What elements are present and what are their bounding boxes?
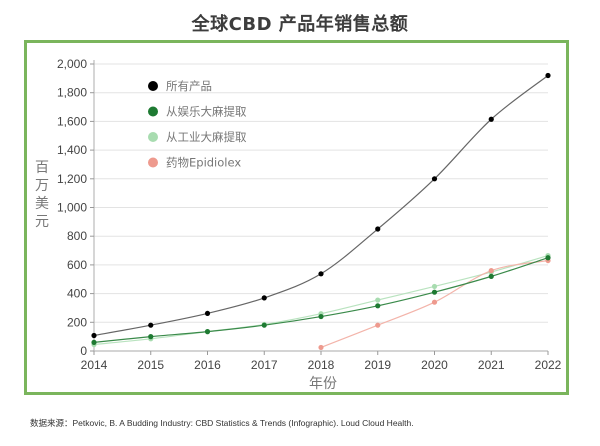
- x-tick-label: 2017: [251, 358, 278, 372]
- x-axis-title: 年份: [309, 376, 337, 392]
- legend-marker-2: [148, 132, 158, 142]
- data-point-series-0: [545, 72, 551, 79]
- data-point-series-0: [488, 116, 494, 122]
- legend-label-0: 所有产品: [166, 79, 212, 93]
- data-point-series-2: [375, 297, 381, 303]
- data-point-series-0: [318, 271, 324, 277]
- data-point-series-1: [488, 273, 494, 279]
- y-tick-label: 2,000: [57, 57, 87, 71]
- data-point-series-0: [204, 310, 211, 317]
- data-point-series-1: [204, 329, 211, 335]
- x-tick-label: 2019: [364, 358, 391, 372]
- data-point-series-1: [545, 255, 551, 261]
- y-axis-title-char: 美: [35, 196, 49, 212]
- x-axis-ticks: 2014 2015 2016 2017 2018 2019 2020 2021 2022: [81, 351, 562, 372]
- data-point-series-0: [91, 332, 97, 339]
- data-point-series-0: [431, 176, 438, 182]
- y-tick-label: 1,200: [57, 172, 87, 186]
- data-point-series-1: [91, 339, 97, 345]
- chart-frame: [24, 40, 569, 395]
- y-tick-label: 800: [67, 229, 87, 243]
- legend-label-2: 从工业大麻提取: [166, 130, 247, 144]
- data-point-series-3: [431, 299, 438, 305]
- series-lines: [93, 75, 549, 348]
- gridlines: [94, 63, 548, 323]
- series-line-2: [93, 254, 549, 346]
- data-point-series-1: [431, 289, 438, 295]
- legend-marker-1: [148, 106, 158, 117]
- data-point-series-3: [488, 268, 494, 274]
- series-line-1: [93, 257, 549, 343]
- data-point-series-3: [375, 322, 381, 328]
- x-tick-label: 2014: [81, 358, 108, 372]
- x-tick-label: 2018: [308, 358, 335, 372]
- y-axis-title-char: 百: [35, 160, 49, 176]
- x-tick-label: 2021: [478, 358, 505, 372]
- data-point-series-3: [318, 344, 324, 351]
- x-tick-label: 2020: [421, 358, 448, 372]
- y-tick-label: 600: [67, 258, 87, 272]
- y-axis-title-char: 元: [35, 214, 49, 230]
- legend-marker-3: [148, 157, 158, 168]
- x-tick-label: 2015: [137, 358, 164, 372]
- axes: [93, 60, 548, 352]
- y-tick-label: 1,400: [57, 143, 87, 157]
- y-tick-label: 1,000: [57, 201, 87, 215]
- series-line-0: [93, 75, 549, 337]
- legend-marker-0: [148, 81, 158, 91]
- data-point-series-2: [431, 283, 438, 290]
- source-note: 数据来源：Petkovic, B. A Budding Industry: CB…: [30, 418, 414, 428]
- legend-label-3: 药物Epidiolex: [166, 156, 241, 170]
- y-tick-label: 1,600: [57, 114, 87, 128]
- data-point-series-0: [261, 295, 267, 301]
- data-point-series-1: [375, 303, 381, 309]
- x-tick-label: 2016: [194, 358, 221, 372]
- data-point-series-1: [261, 322, 267, 328]
- x-tick-label: 2022: [535, 358, 562, 372]
- data-point-series-0: [148, 322, 154, 328]
- y-tick-label: 400: [67, 287, 87, 301]
- y-tick-label: 200: [67, 315, 87, 329]
- legend-label-1: 从娱乐大麻提取: [166, 105, 247, 119]
- y-axis-ticks: 0 200 400 600 800 1,000 1,200 1,400 1,600 1,800 2,…: [57, 57, 94, 358]
- data-point-series-1: [148, 334, 154, 340]
- y-tick-label: 0: [80, 344, 87, 358]
- chart-title: 全球CBD 产品年销售总额: [191, 14, 409, 35]
- series-points: [91, 72, 551, 351]
- y-axis-title-char: 万: [35, 178, 49, 194]
- data-point-series-1: [318, 313, 324, 320]
- y-tick-label: 1,800: [57, 86, 87, 100]
- data-point-series-0: [375, 226, 381, 232]
